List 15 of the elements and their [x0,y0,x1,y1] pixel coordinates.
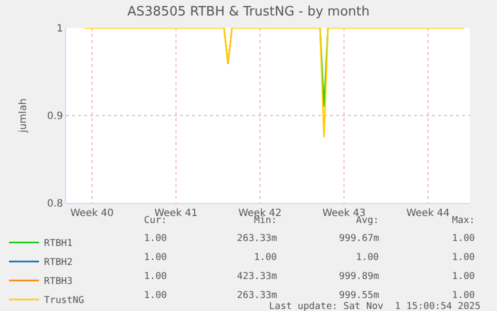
legend-label: RTBH1 [44,238,73,250]
y-tick-label: 1 [56,24,63,34]
y-tick-label: 0.8 [47,198,63,210]
chart-title: AS38505 RTBH & TrustNG - by month [127,4,370,20]
text: Last update: Sat Nov 1 15:00:54 2025 [269,301,481,311]
y-tick-label: 0.9 [47,111,63,122]
text: Avg: 999.67m 1.00 999.89m 999.55m [339,215,380,301]
x-tick-label: Week 40 [70,208,114,219]
text: Max: 1.00 1.00 1.00 1.00 [452,215,476,301]
text: Min: 263.33m 1.00 423.33m 263.33m [237,215,278,301]
legend-label: TrustNG [44,295,84,306]
legend-label: RTBH2 [44,257,73,268]
x-tick-label: Week 44 [406,208,450,219]
y-axis-title: jumlah [18,98,30,134]
legend-label: RTBH3 [44,276,73,288]
